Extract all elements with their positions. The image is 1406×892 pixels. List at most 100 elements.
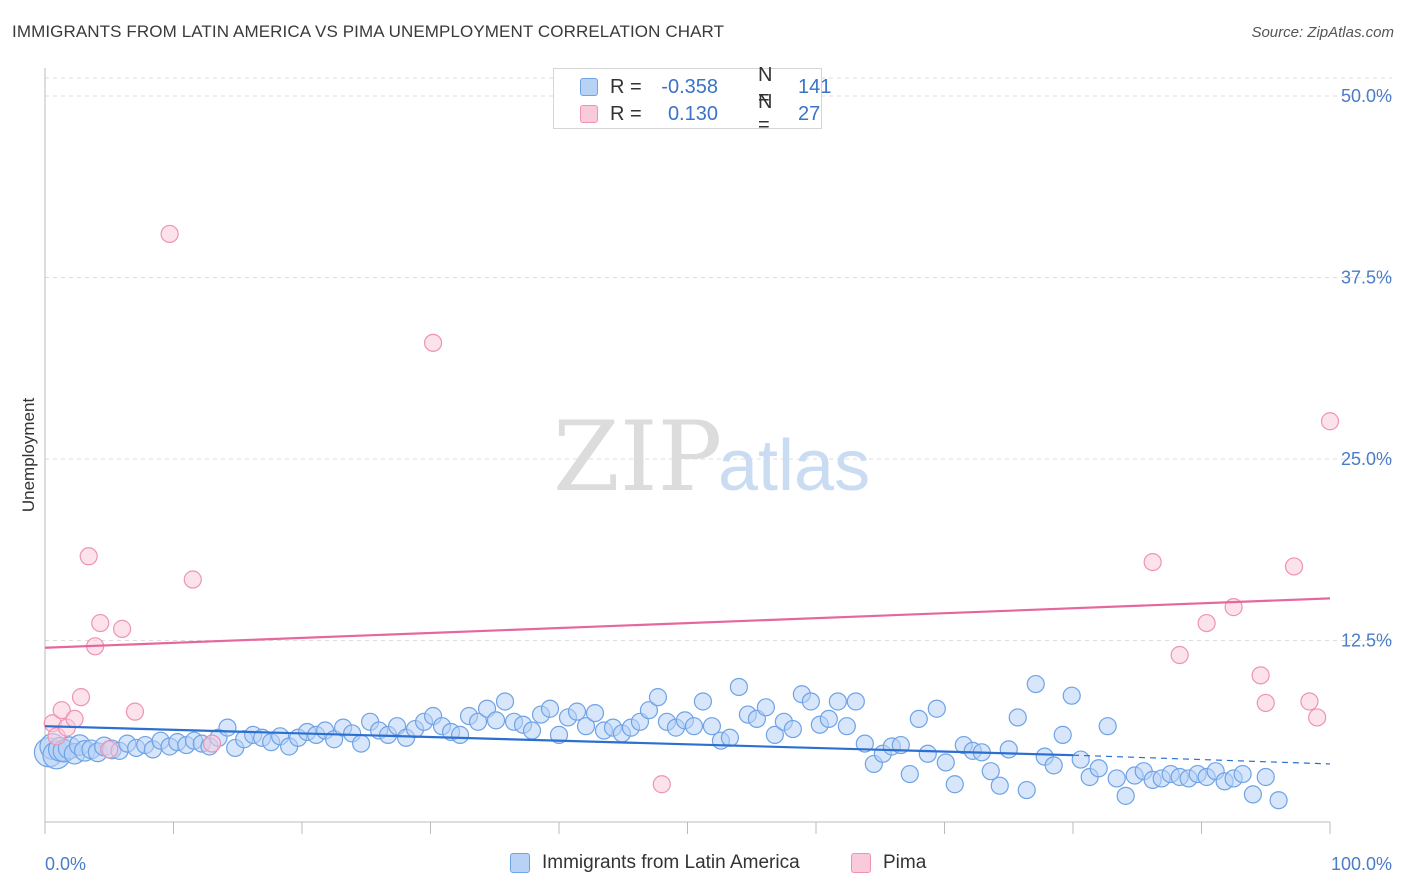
point-immigrants: [918, 744, 937, 763]
r-value: 0.130: [667, 102, 718, 125]
point-immigrants: [729, 677, 749, 697]
point-pima: [52, 701, 71, 720]
x-tick-label: 0.0%: [45, 854, 86, 874]
point-immigrants: [352, 734, 371, 753]
n-label: N =: [758, 64, 773, 109]
point-pima: [1197, 613, 1216, 633]
chart-title: IMMIGRANTS FROM LATIN AMERICA VS PIMA UN…: [12, 22, 725, 41]
point-immigrants: [720, 728, 740, 747]
point-immigrants: [855, 734, 874, 753]
legend-swatch-pink: [580, 105, 598, 123]
y-tick-labels: 12.5% 25.0% 37.5% 50.0%: [1341, 86, 1392, 651]
stats-legend: R = -0.358 N = 141 R = 0.130 N = 27: [553, 64, 831, 136]
trend-line-immigrants: [44, 725, 1074, 757]
r-label: R =: [610, 75, 648, 98]
trend-line-pima: [44, 597, 1331, 649]
point-pima: [79, 547, 98, 566]
r-label: R =: [610, 102, 648, 125]
point-pima: [1251, 666, 1270, 685]
point-immigrants: [1098, 717, 1117, 736]
point-immigrants: [450, 725, 470, 744]
y-tick-label: 12.5%: [1341, 631, 1392, 651]
point-pima: [1284, 557, 1304, 576]
n-value: 27: [798, 102, 821, 125]
point-pima: [125, 702, 145, 721]
point-immigrants: [1044, 756, 1063, 775]
point-immigrants: [945, 775, 964, 794]
point-immigrants: [819, 709, 838, 729]
point-pima: [1308, 708, 1327, 727]
trend-lines: [44, 597, 1331, 765]
legend-swatch-blue: [510, 853, 530, 873]
watermark-zip: ZIP: [553, 401, 722, 513]
point-immigrants: [990, 776, 1009, 795]
point-immigrants: [684, 717, 704, 736]
point-immigrants: [1008, 708, 1027, 727]
y-tick-label: 37.5%: [1341, 268, 1392, 288]
point-pima: [652, 775, 671, 794]
point-immigrants: [648, 688, 668, 707]
point-pima: [183, 570, 202, 589]
point-immigrants: [486, 711, 506, 730]
point-immigrants: [999, 740, 1018, 759]
x-tick-label: 100.0%: [1331, 854, 1392, 874]
point-pima: [1143, 552, 1162, 572]
trend-extension-immigrants: [1072, 754, 1331, 765]
point-immigrants: [468, 712, 488, 731]
point-immigrants: [549, 725, 569, 744]
point-immigrants: [1269, 791, 1288, 810]
point-pima: [100, 740, 119, 759]
data-points: [33, 224, 1340, 810]
point-immigrants: [1256, 767, 1275, 787]
point-immigrants: [1116, 786, 1135, 805]
point-immigrants: [702, 717, 722, 736]
legend-label: Pima: [883, 852, 927, 873]
watermark: ZIP atlas: [553, 401, 870, 513]
point-immigrants: [1089, 759, 1108, 778]
legend-label: Immigrants from Latin America: [542, 852, 800, 873]
legend-swatch-blue: [580, 78, 598, 96]
watermark-atlas: atlas: [718, 426, 870, 506]
point-pima: [1256, 693, 1275, 713]
point-immigrants: [756, 698, 775, 717]
r-value: -0.358: [661, 75, 718, 98]
point-pima: [1170, 645, 1189, 665]
point-pima: [71, 688, 91, 707]
point-immigrants: [1062, 686, 1081, 705]
point-immigrants: [936, 753, 955, 772]
point-immigrants: [783, 719, 802, 739]
point-immigrants: [495, 692, 515, 711]
y-axis-label: Unemployment: [19, 398, 38, 513]
point-immigrants: [218, 718, 237, 737]
point-pima: [160, 224, 179, 244]
point-immigrants: [1053, 725, 1072, 744]
point-immigrants: [1071, 750, 1090, 769]
point-immigrants: [1107, 769, 1126, 788]
point-pima: [1300, 692, 1319, 711]
point-immigrants: [1026, 674, 1045, 694]
point-immigrants: [837, 717, 856, 736]
point-immigrants: [909, 709, 928, 729]
legend-swatch-pink: [851, 853, 871, 873]
point-pima: [112, 619, 132, 638]
point-immigrants: [846, 692, 865, 711]
point-immigrants: [1233, 764, 1252, 784]
point-immigrants: [540, 699, 560, 718]
point-immigrants: [576, 717, 596, 736]
y-tick-label: 25.0%: [1341, 449, 1392, 469]
point-pima: [1320, 412, 1340, 431]
point-pima: [91, 613, 110, 633]
point-pima: [65, 709, 84, 729]
point-immigrants: [693, 692, 713, 711]
point-immigrants: [981, 762, 1000, 781]
point-pima: [202, 734, 222, 753]
axes: [44, 68, 1331, 834]
point-immigrants: [585, 703, 605, 723]
point-immigrants: [522, 721, 542, 740]
point-pima: [423, 333, 443, 352]
n-label: N =: [758, 91, 773, 136]
point-immigrants: [567, 702, 587, 721]
point-immigrants: [900, 764, 919, 784]
y-tick-label: 50.0%: [1341, 86, 1392, 106]
